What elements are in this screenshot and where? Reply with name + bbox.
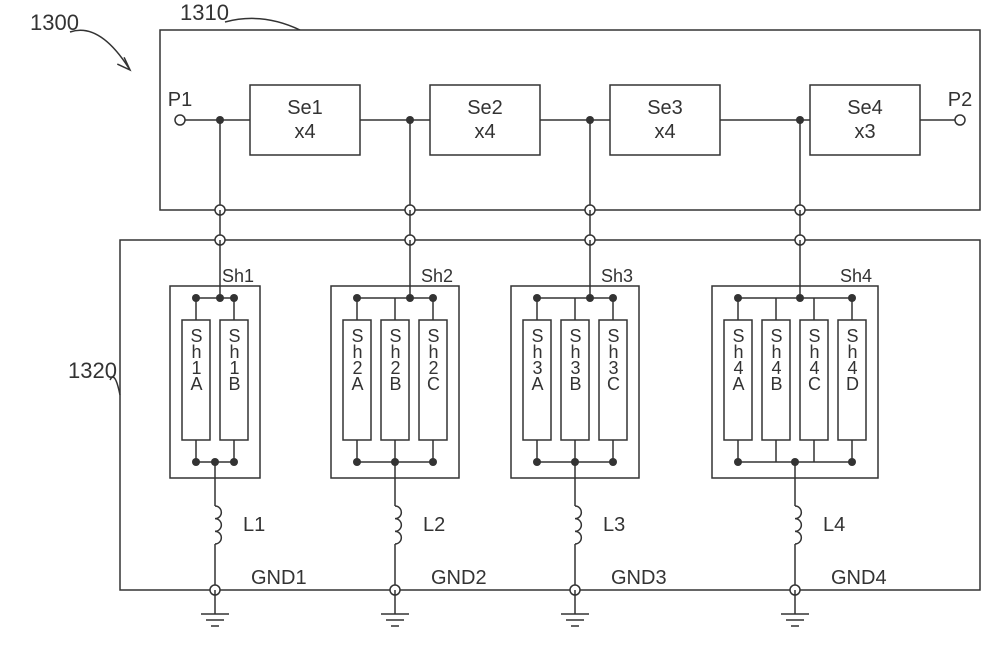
 xyxy=(533,294,541,302)
 xyxy=(429,294,437,302)
shunt-group-label: Sh3 xyxy=(601,266,633,286)
series-block-mult: x4 xyxy=(474,121,495,143)
ground-label: GND1 xyxy=(251,567,307,589)
 xyxy=(848,294,856,302)
inductor-label: L4 xyxy=(823,514,845,536)
 xyxy=(429,458,437,466)
 xyxy=(353,458,361,466)
ground-label: GND2 xyxy=(431,567,487,589)
shunt-group-label: Sh4 xyxy=(840,266,872,286)
 xyxy=(734,294,742,302)
port-p1-label: P1 xyxy=(168,89,192,111)
port-p2-node xyxy=(955,115,965,125)
 xyxy=(609,294,617,302)
inductor-label: L1 xyxy=(243,514,265,536)
 xyxy=(230,458,238,466)
series-block-mult: x3 xyxy=(854,121,875,143)
ref-top-label: 1310 xyxy=(180,0,229,25)
inductor-label: L2 xyxy=(423,514,445,536)
series-block xyxy=(430,85,540,155)
series-block-name: Se1 xyxy=(287,97,323,119)
circuit-diagram: 130013101320P1P2Se1x4Se2x4Se3x4Se4x3Sh1S… xyxy=(0,0,1000,657)
 xyxy=(533,458,541,466)
series-block-mult: x4 xyxy=(294,121,315,143)
 xyxy=(734,458,742,466)
 xyxy=(353,294,361,302)
series-block xyxy=(250,85,360,155)
series-block-name: Se3 xyxy=(647,97,683,119)
 xyxy=(192,294,200,302)
 xyxy=(192,458,200,466)
shunt-group-label: Sh2 xyxy=(421,266,453,286)
port-p1-node xyxy=(175,115,185,125)
shunt-group-label: Sh1 xyxy=(222,266,254,286)
ground-label: GND3 xyxy=(611,567,667,589)
series-block-name: Se4 xyxy=(847,97,883,119)
 xyxy=(230,294,238,302)
series-block xyxy=(810,85,920,155)
series-block xyxy=(610,85,720,155)
series-block-mult: x4 xyxy=(654,121,675,143)
ground-label: GND4 xyxy=(831,567,887,589)
 xyxy=(848,458,856,466)
 xyxy=(609,458,617,466)
inductor-label: L3 xyxy=(603,514,625,536)
series-block-name: Se2 xyxy=(467,97,503,119)
port-p2-label: P2 xyxy=(948,89,972,111)
